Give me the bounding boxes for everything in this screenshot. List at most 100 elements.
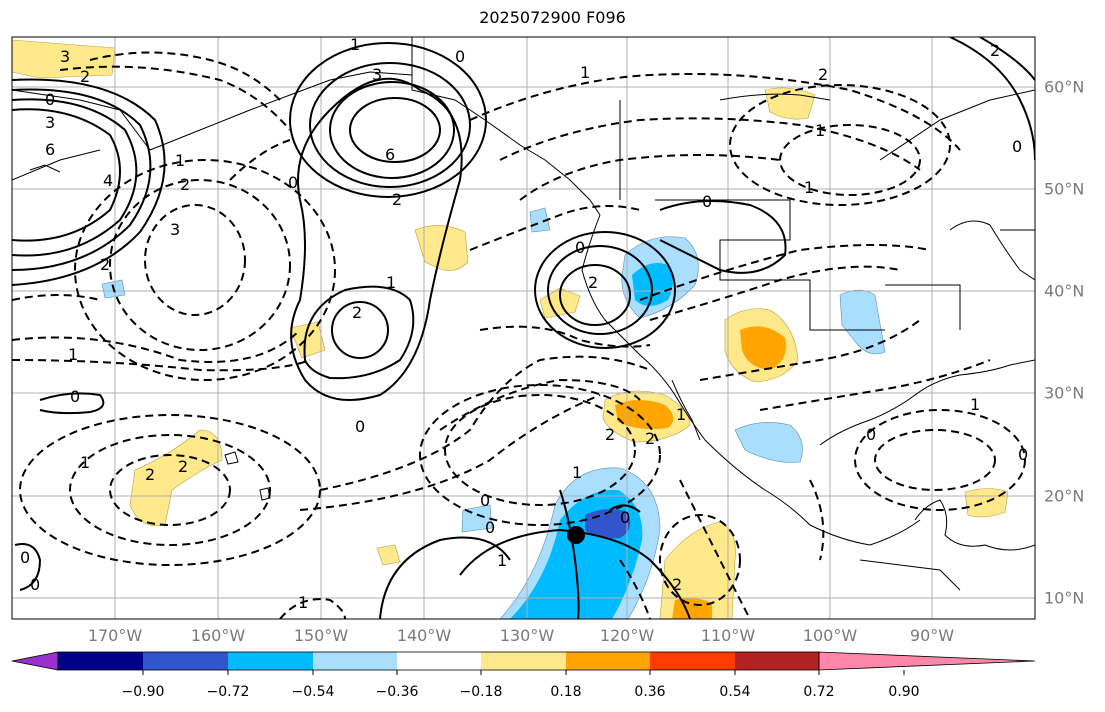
lon-label: 150°W xyxy=(293,626,349,645)
coastlines xyxy=(12,37,1035,591)
contour-label: 4 xyxy=(103,171,113,190)
shade-positive xyxy=(12,39,116,79)
contour-label: 3 xyxy=(45,113,55,132)
contour-label: 0 xyxy=(575,238,585,257)
contour-label: 0 xyxy=(355,417,365,436)
colorbar-tick-label: −0.54 xyxy=(291,684,335,700)
contour-label: 0 xyxy=(1012,137,1022,156)
colorbar-segment xyxy=(228,652,313,670)
shade-positive xyxy=(539,287,581,319)
contour-label: 0 xyxy=(485,518,495,537)
colorbar-segment xyxy=(566,652,650,670)
shade-negative xyxy=(839,289,886,355)
colorbar-segment xyxy=(58,652,143,670)
lon-label: 140°W xyxy=(396,626,452,645)
lon-label: 120°W xyxy=(599,626,655,645)
lon-label: 100°W xyxy=(802,626,858,645)
colorbar-tick-label: 0.72 xyxy=(803,684,835,700)
colorbar xyxy=(11,651,1036,675)
colorbar-tick-label: 0.18 xyxy=(550,684,582,700)
colorbar-tick-label: −0.90 xyxy=(121,684,165,700)
contour-label: 2 xyxy=(818,65,828,84)
contour-label: 2 xyxy=(145,465,155,484)
contour-label: 2 xyxy=(392,190,402,209)
lon-label: 130°W xyxy=(499,626,555,645)
contours-positive xyxy=(12,37,1035,619)
colorbar-segment xyxy=(143,652,228,670)
contour-label: 1 xyxy=(175,151,185,170)
colorbar-tick-label: −0.72 xyxy=(206,684,250,700)
contour-label: 1 xyxy=(815,121,825,140)
contour-label: 3 xyxy=(170,220,180,239)
contour-label: 0 xyxy=(45,90,55,109)
shade-negative xyxy=(734,422,803,463)
contour-label: 1 xyxy=(298,593,308,612)
contour-label: 0 xyxy=(70,387,80,406)
contour-label: 1 xyxy=(80,453,90,472)
lat-label: 60°N xyxy=(1044,77,1085,97)
lon-label: 170°W xyxy=(87,626,143,645)
colorbar-tick-label: −0.18 xyxy=(459,684,503,700)
colorbar-tick-label: 0.36 xyxy=(634,684,666,700)
contour-label: 2 xyxy=(990,41,1000,60)
lat-label: 30°N xyxy=(1044,383,1085,403)
contour-label: 1 xyxy=(580,63,590,82)
contour-label: 0 xyxy=(620,508,630,527)
contour-label: 0 xyxy=(866,425,876,444)
contour-label: 2 xyxy=(80,67,90,86)
contour-label: 2 xyxy=(605,425,615,444)
contour-label: 6 xyxy=(45,140,55,159)
contours-negative xyxy=(12,51,1026,619)
contour-label: 2 xyxy=(352,303,362,322)
contour-label: 0 xyxy=(30,575,40,594)
contour-label: 1 xyxy=(497,551,507,570)
colorbar-segment xyxy=(313,652,397,670)
contour-label: 2 xyxy=(645,429,655,448)
lat-label: 40°N xyxy=(1044,281,1085,301)
figure-title: 2025072900 F096 xyxy=(479,8,626,27)
contour-label: 1 xyxy=(350,35,360,54)
contour-label: 0 xyxy=(20,548,30,567)
contour-label: 0 xyxy=(1018,445,1028,464)
contour-label: 6 xyxy=(385,145,395,164)
contour-label: 1 xyxy=(676,405,686,424)
contour-label: 2 xyxy=(178,457,188,476)
colorbar-segment xyxy=(735,652,819,670)
contour-label: 3 xyxy=(60,47,70,66)
contour-label: 1 xyxy=(68,345,78,364)
contour-label: 2 xyxy=(180,175,190,194)
contour-label: 0 xyxy=(288,173,298,192)
colorbar-extend-high xyxy=(818,651,1036,671)
colorbar-tick-label: 0.90 xyxy=(888,684,920,700)
contour-label: 0 xyxy=(455,47,465,66)
lat-label: 50°N xyxy=(1044,179,1085,199)
lon-label: 160°W xyxy=(190,626,246,645)
contour-labels: 3 2 0 3 6 4 1 3 6 2 0 1 2 1 2 0 1 0 2 3 … xyxy=(20,35,1028,612)
contour-label: 0 xyxy=(702,192,712,211)
colorbar-segment xyxy=(650,652,735,670)
storm-center-marker xyxy=(567,526,585,544)
lon-label: 90°W xyxy=(909,626,955,645)
shade-positive xyxy=(740,326,786,370)
shade-positive xyxy=(672,598,712,619)
colorbar-segment xyxy=(397,652,481,670)
colorbar-extend-low xyxy=(11,651,59,671)
contour-label: 1 xyxy=(804,178,814,197)
map-frame xyxy=(11,36,1036,620)
shade-positive xyxy=(129,429,223,527)
colorbar-segment xyxy=(481,652,566,670)
contour-label: 2 xyxy=(672,575,682,594)
contour-label: 3 xyxy=(372,65,382,84)
lat-label: 20°N xyxy=(1044,486,1085,506)
contour-label: 0 xyxy=(480,491,490,510)
contour-label: 1 xyxy=(572,463,582,482)
contour-label: 2 xyxy=(588,273,598,292)
lon-label: 110°W xyxy=(700,626,756,645)
shade-positive xyxy=(376,544,401,566)
colorbar-tick-label: 0.54 xyxy=(719,684,751,700)
shade-positive xyxy=(964,488,1009,518)
lat-label: 10°N xyxy=(1044,588,1085,608)
colorbar-tick-label: −0.36 xyxy=(375,684,419,700)
contour-label: 1 xyxy=(386,273,396,292)
